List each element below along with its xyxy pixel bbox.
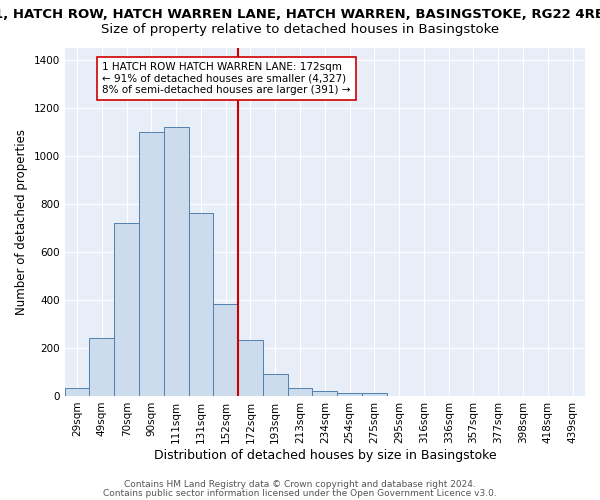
Bar [89,338,114,396]
Text: 1, HATCH ROW, HATCH WARREN LANE, HATCH WARREN, BASINGSTOKE, RG22 4RB: 1, HATCH ROW, HATCH WARREN LANE, HATCH W… [0,8,600,20]
Bar [313,391,337,396]
Bar [188,213,214,396]
Text: 1 HATCH ROW HATCH WARREN LANE: 172sqm
← 91% of detached houses are smaller (4,32: 1 HATCH ROW HATCH WARREN LANE: 172sqm ← … [102,62,350,95]
Bar [139,132,164,396]
Bar [65,388,89,396]
Bar [362,393,387,396]
Bar [287,388,313,396]
Bar [164,126,188,396]
Bar [337,393,362,396]
Bar [263,374,287,396]
Bar [214,304,238,396]
Text: Contains public sector information licensed under the Open Government Licence v3: Contains public sector information licen… [103,488,497,498]
Bar [238,340,263,396]
Text: Contains HM Land Registry data © Crown copyright and database right 2024.: Contains HM Land Registry data © Crown c… [124,480,476,489]
Y-axis label: Number of detached properties: Number of detached properties [15,128,28,314]
Bar [114,222,139,396]
X-axis label: Distribution of detached houses by size in Basingstoke: Distribution of detached houses by size … [154,450,496,462]
Text: Size of property relative to detached houses in Basingstoke: Size of property relative to detached ho… [101,22,499,36]
